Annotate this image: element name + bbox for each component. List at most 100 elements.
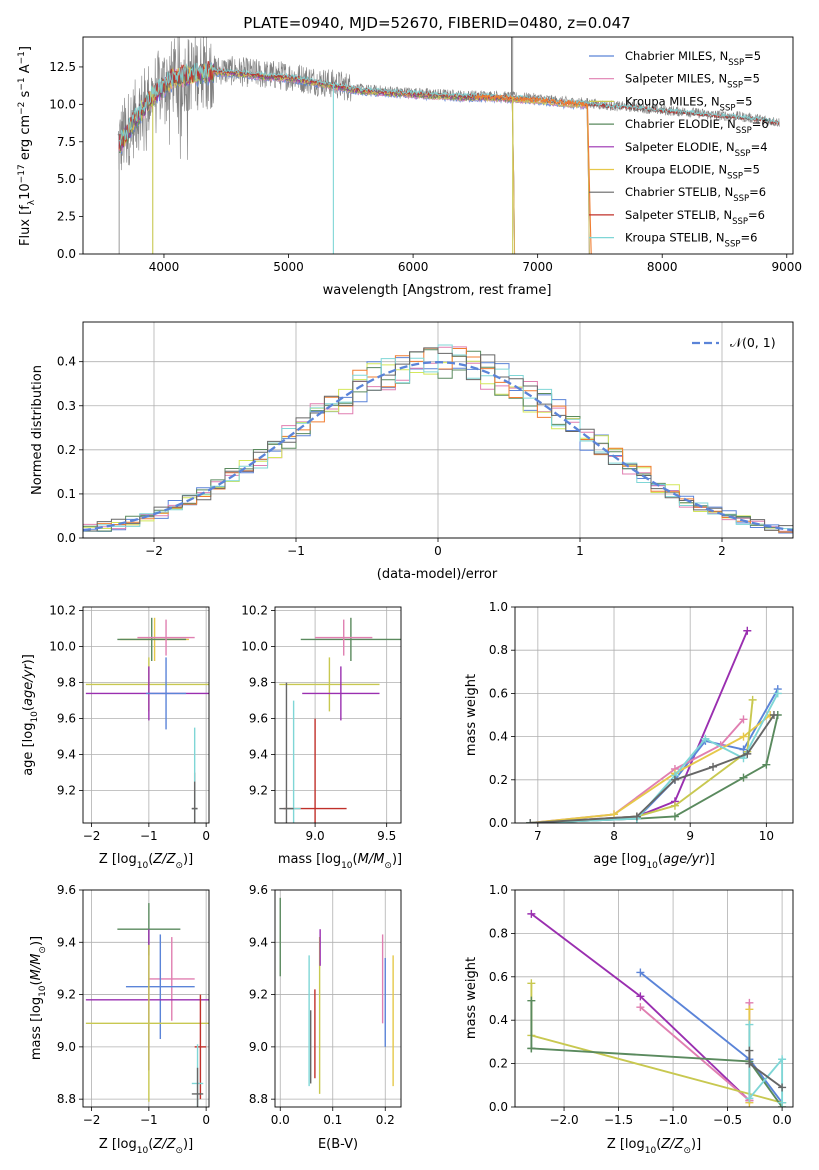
y-tick-label: 9.4	[57, 748, 76, 762]
x-tick-label: 7	[534, 829, 542, 843]
x-tick-label: 0.2	[376, 1113, 395, 1127]
mass-z-xlabel: Z [log10(Z/Z⊙)]	[99, 1137, 193, 1156]
ebv-xlabel: E(B-V)	[318, 1137, 358, 1152]
axes-mass_vs_Z: −2 −1 0 8.8 9.0 9.2 9.4 9.6 Z [log10(Z/Z⊙)] mass …	[29, 883, 210, 1156]
model-spectrum-line	[118, 62, 780, 146]
weight-marker	[778, 1055, 787, 1064]
y-tick-label: 0.2	[57, 443, 76, 457]
y-tick-label: 9.2	[57, 988, 76, 1002]
weight-marker	[739, 773, 748, 782]
x-tick-label: 10	[759, 829, 774, 843]
age-mass-xlabel: mass [log10(M/M⊙)]	[278, 852, 402, 871]
y-tick-label: 12.5	[49, 60, 76, 74]
y-tick-label: 1.0	[489, 600, 508, 614]
plots-layer: 4000 5000 6000 7000 8000 90000.02.55.07.510.0…	[17, 36, 802, 1156]
y-tick-label: 10.2	[49, 604, 76, 618]
x-tick-label: 8	[610, 829, 618, 843]
weight-marker	[739, 732, 748, 741]
weight-marker	[526, 819, 535, 823]
axes-mass_vs_EBV: 0.0 0.1 0.2 8.8 9.0 9.2 9.4 9.6 E(B-V)	[249, 883, 402, 1152]
x-tick-label: 0.0	[773, 1113, 792, 1127]
y-tick-label: 0.4	[489, 1013, 508, 1027]
y-tick-label: 0.2	[489, 1057, 508, 1071]
weight-marker	[527, 996, 536, 1005]
y-tick-label: 9.8	[57, 676, 76, 690]
axes-age_vs_Z: −2 −1 0 9.2 9.4 9.6 9.8 10.0 10.2 Z [log10(Z/Z⊙)]…	[21, 604, 210, 871]
weight-marker	[769, 711, 778, 719]
axes-weight_vs_Z: −2.0 −1.5 −1.0 −0.5 0.0 0.0 0.2 0.4 0.6 0.8 1.0 Z […	[464, 883, 794, 1156]
plot-area	[526, 626, 782, 823]
x-tick-label: −1	[140, 1113, 158, 1127]
axes-frame	[514, 606, 794, 824]
y-tick-label: 9.2	[249, 988, 268, 1002]
legend-label: Salpeter ELODIE, NSSP=4	[625, 140, 768, 159]
plot-area	[85, 903, 209, 1107]
legend-label: Chabrier ELODIE, NSSP=6	[625, 117, 769, 136]
weight-series-line	[530, 714, 779, 823]
weight-z-ylabel: mass weight	[464, 957, 479, 1039]
weight-marker	[745, 1046, 754, 1055]
weight-marker	[636, 992, 645, 1001]
y-tick-label: 9.2	[249, 784, 268, 798]
y-tick-label: 0.1	[57, 487, 76, 501]
x-tick-label: 6000	[398, 260, 429, 274]
age-z-xlabel: Z [log10(Z/Z⊙)]	[99, 852, 193, 871]
weight-marker	[778, 1083, 787, 1092]
weight-marker	[670, 812, 679, 821]
x-tick-label: 0.0	[271, 1113, 290, 1127]
weight-marker	[743, 749, 752, 758]
figure-title: PLATE=0940, MJD=52670, FIBERID=0480, z=0…	[243, 14, 630, 32]
weight-marker	[670, 775, 679, 784]
axes-frame	[82, 321, 794, 539]
legend-label: Salpeter MILES, NSSP=5	[625, 72, 760, 91]
plot-area	[279, 897, 394, 1094]
y-tick-label: 2.5	[57, 210, 76, 224]
legend-label: 𝒩(0, 1)	[730, 335, 776, 350]
weight-series-line	[530, 714, 775, 823]
weight-marker	[636, 968, 645, 977]
x-tick-label: 8000	[647, 260, 678, 274]
spectrum-ylabel: Flux [fλ10−17 erg cm−2 s−1 A−1]	[17, 46, 37, 246]
weight-marker	[745, 1094, 754, 1103]
x-tick-label: 2	[718, 544, 726, 558]
weight-series-line	[530, 718, 745, 823]
weight-series-line	[530, 692, 779, 823]
x-tick-label: −0.5	[713, 1113, 742, 1127]
x-tick-label: −1	[287, 544, 305, 558]
weight-marker	[762, 760, 771, 769]
x-tick-label: 9000	[771, 260, 802, 274]
plot-area	[83, 344, 793, 534]
axes-age_vs_mass: 9.0 9.5 9.2 9.4 9.6 9.8 10.0 10.2 mass [log10(M/…	[241, 604, 402, 871]
legend-label: Kroupa MILES, NSSP=5	[625, 94, 752, 113]
y-tick-label: 10.0	[241, 640, 268, 654]
normal-pdf-curve	[83, 360, 793, 532]
weight-series-line	[639, 1002, 751, 1103]
y-tick-label: 9.6	[249, 712, 268, 726]
x-tick-label: 1	[576, 544, 584, 558]
weight-marker	[670, 801, 679, 810]
legend-label: Salpeter STELIB, NSSP=6	[625, 208, 765, 227]
y-tick-label: 9.4	[57, 935, 76, 949]
weight-marker	[743, 626, 752, 635]
y-tick-label: 9.4	[249, 748, 268, 762]
age-z-ylabel: age [log10(age/yr)]	[21, 654, 40, 776]
weight-marker	[745, 1059, 754, 1068]
x-tick-label: 0	[202, 1113, 210, 1127]
legend-label: Chabrier MILES, NSSP=5	[625, 49, 761, 68]
x-tick-label: 0	[202, 829, 210, 843]
weight-marker	[632, 812, 641, 821]
y-tick-label: 0.2	[489, 773, 508, 787]
x-tick-label: −2.0	[549, 1113, 578, 1127]
weight-series-line	[530, 983, 783, 1104]
plot-area	[117, 37, 780, 254]
y-tick-label: 0.4	[489, 730, 508, 744]
axes-frame	[82, 606, 210, 824]
x-tick-label: 9.0	[306, 829, 325, 843]
residual-histogram	[83, 347, 793, 532]
plot-area	[85, 617, 209, 823]
weight-marker	[745, 1020, 754, 1029]
axes-residuals: −2 −1 0 1 2 0.0 0.1 0.2 0.3 0.4 𝒩(0, 1) (data-model…	[30, 321, 794, 582]
y-tick-label: 5.0	[57, 172, 76, 186]
mass-z-ylabel: mass [log10(M/M⊙)]	[29, 936, 48, 1060]
